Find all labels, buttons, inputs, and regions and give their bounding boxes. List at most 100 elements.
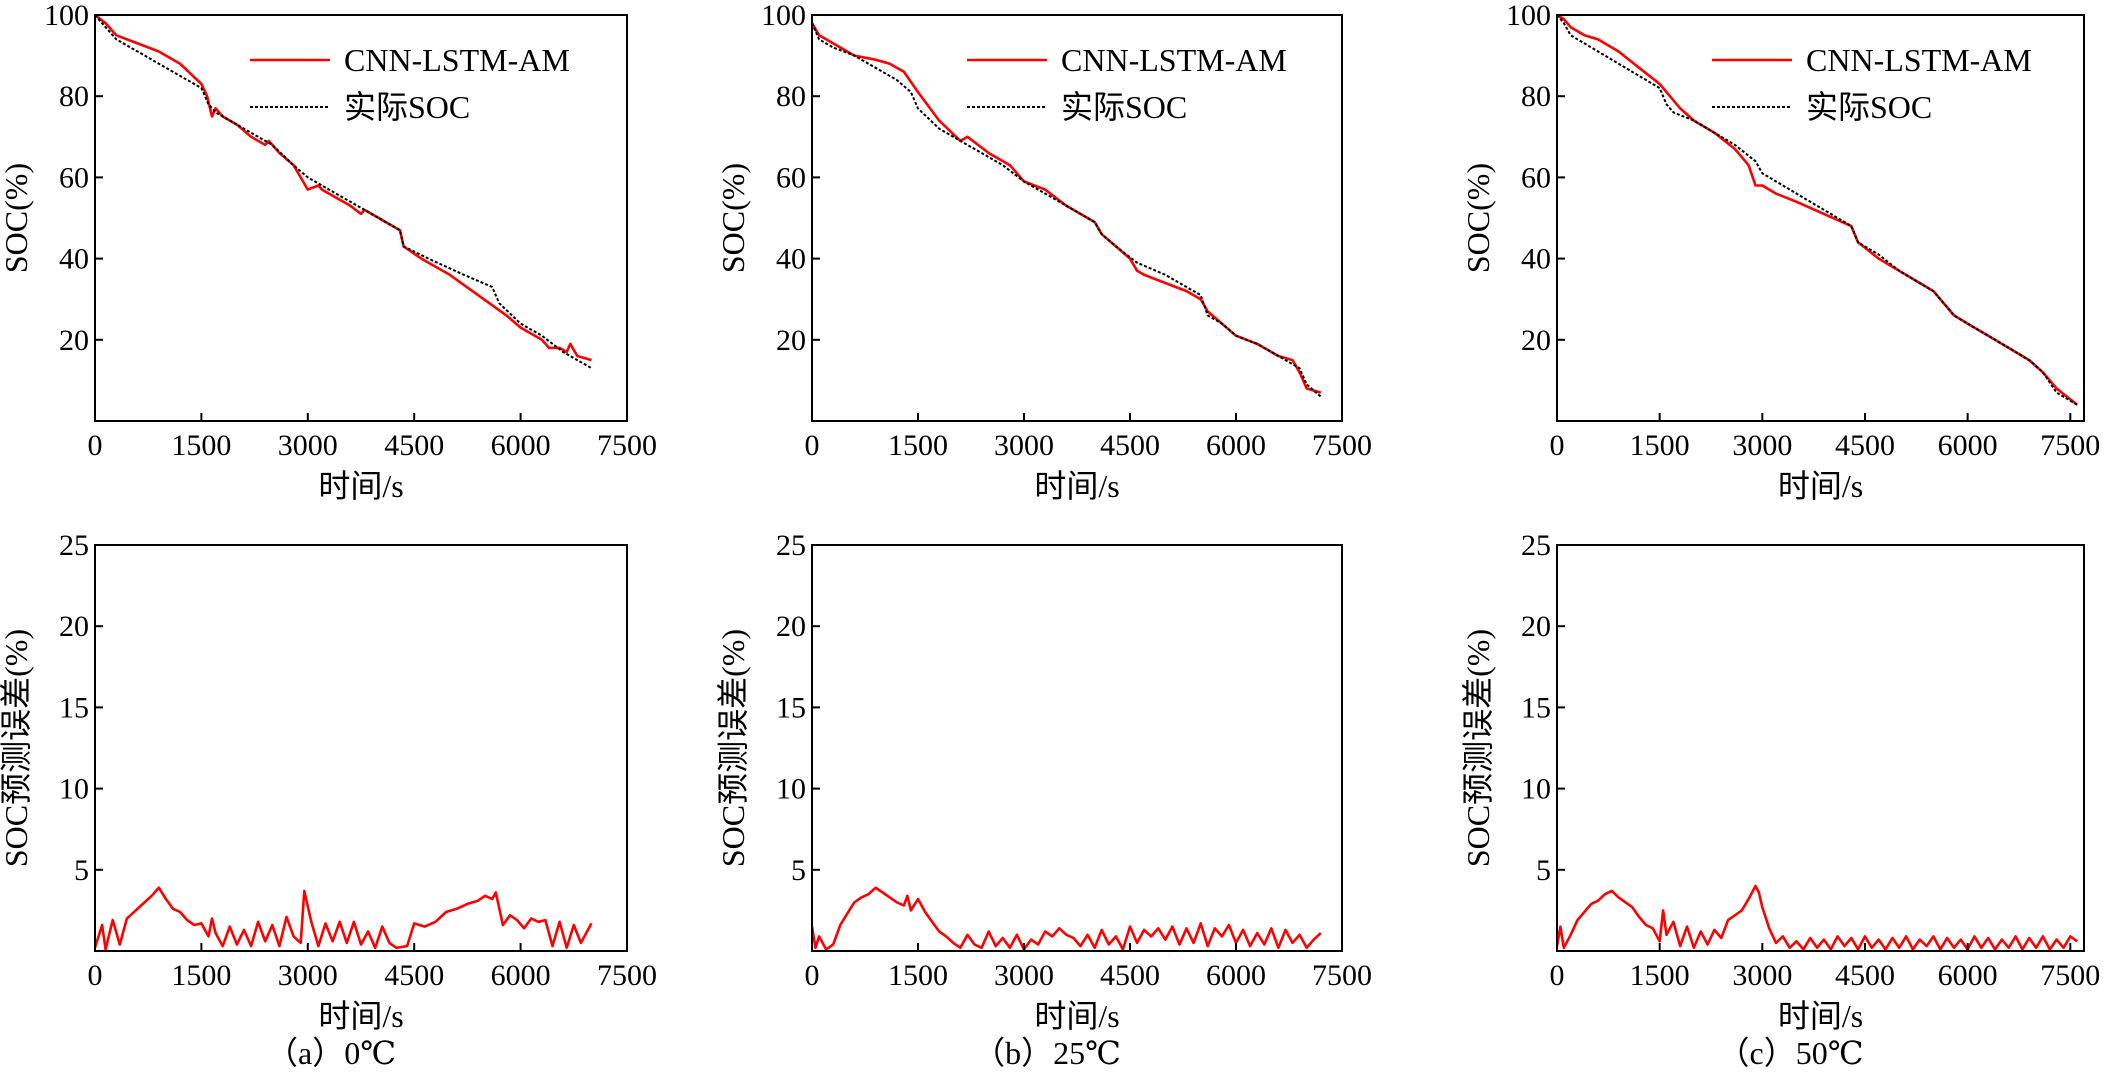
x-tick-label: 0 [1550,959,1565,992]
y-tick-label: 80 [59,80,89,113]
chart-c-soc: 0 1500 3000 4500 6000 7500 20 40 60 80 100 时间/s SOC(… [1460,0,2100,504]
chart-a-soc: 0 1500 3000 4500 6000 7500 20 40 60 80 100 时间/s SOC(… [0,0,657,504]
y-tick-label: 20 [1521,610,1551,643]
chart-b-err: 0 1500 3000 4500 6000 7500 5 10 15 20 25 时间/s SOC预测误… [715,529,1372,1071]
x-tick-label: 3000 [1732,429,1792,462]
series-cnn-lstm-am-line [812,888,1321,950]
x-tick-label: 3000 [994,429,1054,462]
legend-label: 实际SOC [1806,89,1932,125]
series-cnn-lstm-am-line [95,888,592,950]
x-tick-label: 1500 [888,959,948,992]
x-tick-label: 7500 [597,429,657,462]
y-axis-label: SOC预测误差(%) [1460,629,1496,867]
y-axis-label: SOC(%) [0,163,34,273]
x-tick-label: 0 [1550,429,1565,462]
x-tick-label: 6000 [491,429,551,462]
chart-c-err: 0 1500 3000 4500 6000 7500 5 10 15 20 25 时间/s SOC预测误… [1460,529,2100,1071]
x-tick-label: 6000 [491,959,551,992]
y-tick-label: 15 [1521,691,1551,724]
x-tick-label: 4500 [1835,429,1895,462]
x-tick-label: 1500 [171,429,231,462]
x-tick-label: 6000 [1938,959,1998,992]
legend: CNN-LSTM-AM 实际SOC [1712,42,2032,125]
y-axis-label: SOC(%) [1460,163,1496,273]
legend-label: CNN-LSTM-AM [344,42,570,78]
legend-label: CNN-LSTM-AM [1806,42,2032,78]
y-tick-label: 25 [776,529,806,562]
y-tick-label: 20 [776,324,806,357]
x-axis-label: 时间/s [318,998,403,1034]
y-axis-label: SOC预测误差(%) [0,629,34,867]
y-tick-label: 10 [1521,773,1551,806]
x-tick-label: 3000 [278,429,338,462]
plot-frame [1557,545,2084,951]
x-axis-label: 时间/s [1034,998,1119,1034]
y-tick-label: 10 [59,773,89,806]
y-tick-label: 100 [44,0,89,32]
plot-frame [95,545,627,951]
x-tick-label: 1500 [1630,429,1690,462]
x-tick-label: 7500 [2040,959,2100,992]
y-tick-label: 15 [776,691,806,724]
y-axis-label: SOC(%) [715,163,751,273]
x-tick-label: 3000 [994,959,1054,992]
x-tick-label: 1500 [171,959,231,992]
x-tick-label: 3000 [278,959,338,992]
y-tick-label: 80 [1521,80,1551,113]
y-tick-label: 5 [1536,854,1551,887]
x-tick-label: 7500 [1312,429,1372,462]
y-tick-label: 40 [59,243,89,276]
legend-label: 实际SOC [344,89,470,125]
y-tick-label: 60 [59,161,89,194]
x-tick-label: 4500 [384,429,444,462]
x-tick-label: 7500 [597,959,657,992]
x-axis-label: 时间/s [1778,998,1863,1034]
y-tick-label: 5 [74,854,89,887]
x-tick-label: 4500 [1835,959,1895,992]
x-axis-label: 时间/s [1778,468,1863,504]
y-tick-label: 60 [1521,161,1551,194]
y-tick-label: 60 [776,161,806,194]
x-tick-label: 6000 [1938,429,1998,462]
plot-frame [812,545,1342,951]
y-tick-label: 40 [1521,243,1551,276]
y-tick-label: 40 [776,243,806,276]
x-tick-label: 7500 [2040,429,2100,462]
y-tick-label: 80 [776,80,806,113]
x-tick-label: 1500 [888,429,948,462]
series-cnn-lstm-am-line [812,23,1321,393]
x-tick-label: 6000 [1206,429,1266,462]
x-tick-label: 7500 [1312,959,1372,992]
x-axis-label: 时间/s [1034,468,1119,504]
x-tick-label: 0 [88,959,103,992]
y-tick-label: 25 [1521,529,1551,562]
y-tick-label: 20 [59,610,89,643]
chart-a-err: 0 1500 3000 4500 6000 7500 5 10 15 20 25 时间/s SOC预测误… [0,529,657,1071]
subfigure-caption: （b）25℃ [973,1035,1121,1071]
x-tick-label: 4500 [1100,959,1160,992]
chart-b-soc: 0 1500 3000 4500 6000 750020406080100时间/sSOC(… [715,0,1372,504]
x-tick-label: 1500 [1630,959,1690,992]
y-tick-label: 100 [761,0,806,32]
y-tick-label: 25 [59,529,89,562]
subfigure-caption: （a）0℃ [266,1035,396,1071]
x-tick-label: 6000 [1206,959,1266,992]
y-tick-label: 20 [1521,324,1551,357]
legend-label: 实际SOC [1061,89,1187,125]
x-tick-label: 4500 [384,959,444,992]
soc-figure: 0 1500 3000 4500 6000 750020406080100时间/sSOC(… [0,0,2107,1076]
series-cnn-lstm-am-line [1557,886,2077,949]
series-actual-soc-line [812,23,1321,397]
legend: CNN-LSTM-AM 实际SOC [967,42,1287,125]
subfigure-caption: （c）50℃ [1717,1035,1863,1071]
y-axis-label: SOC预测误差(%) [715,629,751,867]
legend-label: CNN-LSTM-AM [1061,42,1287,78]
x-tick-label: 0 [805,429,820,462]
y-tick-label: 10 [776,773,806,806]
y-tick-label: 20 [776,610,806,643]
y-tick-label: 15 [59,691,89,724]
x-tick-label: 0 [805,959,820,992]
legend: CNN-LSTM-AM 实际SOC [250,42,570,125]
y-tick-label: 20 [59,324,89,357]
y-tick-label: 5 [791,854,806,887]
